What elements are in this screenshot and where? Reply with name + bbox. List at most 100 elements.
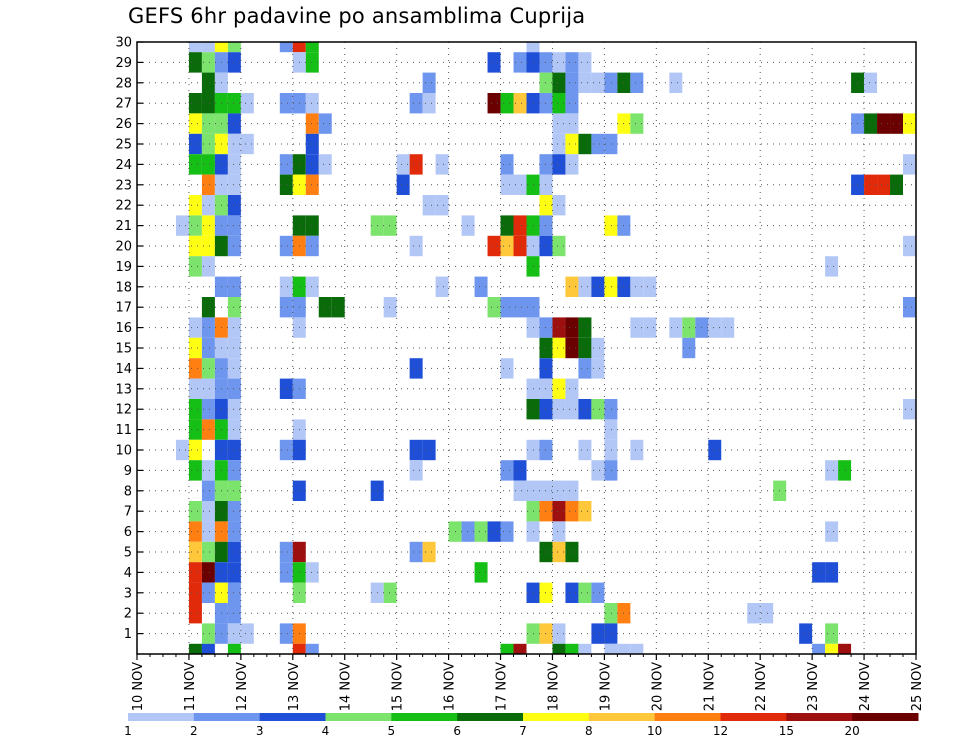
heatmap-cell: [500, 358, 514, 379]
heatmap-cell: [552, 623, 566, 644]
heatmap-cell: [201, 256, 215, 277]
heatmap-cell: [227, 133, 241, 155]
heatmap-cell: [552, 541, 566, 563]
heatmap-cell: [279, 623, 293, 644]
y-axis: 1234567891011121314151617181920212223242…: [115, 36, 143, 642]
colorbar-label: 5: [388, 724, 396, 738]
colorbar-swatch: [259, 713, 326, 721]
heatmap-cell: [188, 399, 202, 420]
heatmap-cell: [604, 276, 618, 297]
heatmap-cell: [526, 52, 540, 73]
heatmap-cell: [227, 154, 241, 175]
heatmap-cell: [188, 256, 202, 277]
heatmap-cell: [591, 133, 605, 155]
heatmap-cell: [591, 358, 605, 379]
heatmap-cell: [201, 562, 215, 583]
heatmap-cell: [487, 235, 501, 257]
heatmap-cell: [591, 460, 605, 481]
heatmap-cell: [396, 154, 410, 175]
heatmap-cell: [188, 337, 202, 359]
heatmap-cell: [617, 643, 631, 654]
heatmap-cell: [708, 317, 722, 338]
heatmap-cell: [500, 93, 514, 114]
colorbar-label: 8: [585, 724, 593, 738]
heatmap-cell: [812, 562, 826, 583]
heatmap-cell: [201, 52, 215, 73]
heatmap-cell: [825, 521, 839, 542]
y-tick-label: 27: [115, 97, 132, 112]
heatmap-cell: [578, 439, 592, 461]
heatmap-cell: [604, 603, 618, 624]
heatmap-cell: [565, 480, 579, 501]
heatmap-cell: [201, 582, 215, 603]
heatmap-cell: [279, 562, 293, 583]
heatmap-cell: [526, 256, 540, 277]
heatmap-cell: [578, 337, 592, 359]
heatmap-cell: [578, 582, 592, 603]
heatmap-cell: [552, 113, 566, 134]
y-tick-label: 1: [124, 627, 132, 642]
heatmap-cell: [292, 42, 306, 53]
y-tick-label: 2: [124, 607, 132, 622]
heatmap-cell: [500, 154, 514, 175]
colorbar-swatch: [852, 713, 919, 721]
heatmap-cell: [578, 317, 592, 338]
heatmap-cell: [279, 541, 293, 563]
heatmap-cell: [175, 215, 189, 236]
heatmap-cell: [552, 317, 566, 338]
heatmap-cell: [435, 276, 449, 297]
heatmap-cell: [409, 460, 423, 481]
heatmap-cell: [279, 297, 293, 318]
y-tick-label: 13: [115, 382, 132, 397]
heatmap-cell: [279, 93, 293, 114]
heatmap-cell: [227, 623, 241, 644]
heatmap-cell: [435, 195, 449, 216]
heatmap-cell: [188, 501, 202, 522]
y-tick-label: 4: [124, 566, 132, 581]
y-tick-label: 11: [115, 423, 132, 438]
heatmap-cell: [552, 399, 566, 420]
x-tick-label: 23 NOV: [806, 662, 821, 711]
heatmap-cell: [565, 72, 579, 93]
heatmap-cell: [227, 195, 241, 216]
heatmap-cell: [201, 337, 215, 359]
y-tick-label: 5: [124, 546, 132, 561]
heatmap-cell: [305, 42, 319, 53]
heatmap-cell: [305, 52, 319, 73]
heatmap-cell: [201, 419, 215, 440]
heatmap-cell: [825, 562, 839, 583]
heatmap-cell: [643, 276, 657, 297]
heatmap-cell: [552, 154, 566, 175]
x-tick-label: 20 NOV: [650, 662, 665, 711]
heatmap-cells: [175, 42, 916, 654]
heatmap-cell: [188, 419, 202, 440]
heatmap-cell: [240, 623, 254, 644]
heatmap-cell: [578, 501, 592, 522]
y-tick-label: 15: [115, 342, 132, 357]
heatmap-cell: [409, 154, 423, 175]
colorbar-swatch: [654, 713, 721, 721]
heatmap-cell: [318, 297, 332, 318]
y-tick-label: 14: [115, 362, 132, 377]
heatmap-cell: [565, 93, 579, 114]
heatmap-cell: [825, 460, 839, 481]
heatmap-cell: [565, 276, 579, 297]
heatmap-cell: [201, 42, 215, 53]
heatmap-cell: [513, 52, 527, 73]
heatmap-cell: [760, 603, 774, 624]
x-tick-label: 10 NOV: [131, 662, 146, 711]
heatmap-cell: [799, 623, 813, 644]
heatmap-cell: [513, 480, 527, 501]
heatmap-cell: [201, 358, 215, 379]
heatmap-cell: [409, 439, 423, 461]
heatmap-cell: [578, 133, 592, 155]
heatmap-cell: [305, 276, 319, 297]
heatmap-cell: [240, 93, 254, 114]
colorbar-label: 6: [453, 724, 461, 738]
heatmap-cell: [500, 215, 514, 236]
x-tick-label: 25 NOV: [910, 662, 925, 711]
y-tick-label: 10: [115, 444, 132, 459]
heatmap-cell: [552, 235, 566, 257]
y-tick-label: 23: [115, 178, 132, 193]
heatmap-cell: [591, 623, 605, 644]
